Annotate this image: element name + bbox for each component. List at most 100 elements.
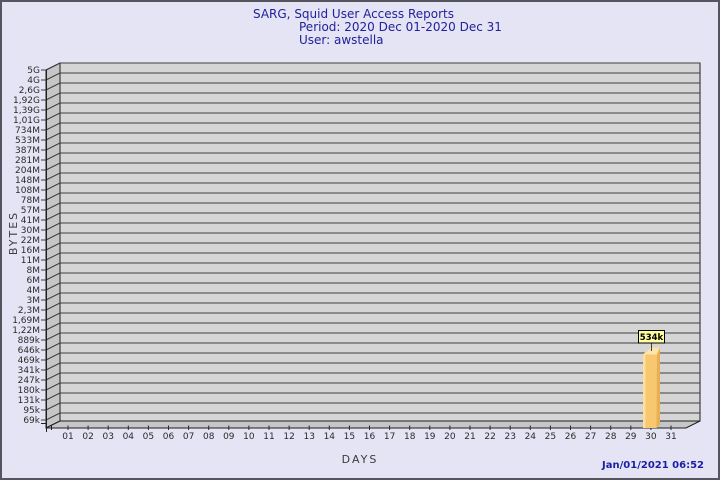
x-tick-label: 25 — [545, 432, 556, 442]
plot-floor — [45, 420, 701, 429]
x-tick-label: 17 — [384, 432, 395, 442]
x-tick-label: 19 — [424, 432, 436, 442]
y-tick-label: 889k — [18, 336, 41, 346]
y-tick-label: 2,6G — [19, 86, 40, 96]
generated-timestamp: Jan/01/2021 06:52 — [601, 460, 704, 471]
y-tick-slant — [45, 392, 61, 401]
bar-left-highlight — [643, 354, 646, 428]
x-tick-label: 27 — [585, 432, 596, 442]
x-tick-label: 05 — [143, 432, 154, 442]
y-tick-slant — [45, 362, 61, 371]
x-tick-label: 14 — [324, 432, 336, 442]
x-tick-label: 12 — [283, 432, 294, 442]
y-tick-slant — [45, 152, 61, 161]
y-tick-label: 8M — [27, 266, 41, 276]
x-tick-label: 28 — [605, 432, 617, 442]
x-tick-label: 26 — [565, 432, 577, 442]
y-tick-label: 204M — [15, 166, 40, 176]
y-tick-label: 469k — [18, 356, 41, 366]
y-tick-slant — [45, 112, 61, 121]
y-tick-slant — [45, 262, 61, 271]
x-tick-label: 15 — [344, 432, 355, 442]
x-tick-label: 13 — [303, 432, 314, 442]
y-tick-slant — [45, 132, 61, 141]
y-tick-label: 4M — [27, 286, 41, 296]
y-tick-label: 180k — [18, 386, 41, 396]
x-tick-label: 10 — [243, 432, 255, 442]
y-tick-label: 95k — [23, 406, 40, 416]
x-tick-label: 08 — [203, 432, 215, 442]
y-tick-slant — [45, 342, 61, 351]
y-tick-slant — [45, 252, 61, 261]
y-tick-label: 5G — [27, 66, 40, 76]
y-tick-label: 11M — [21, 256, 40, 266]
x-tick-label: 22 — [484, 432, 495, 442]
x-tick-label: 24 — [525, 432, 537, 442]
y-tick-slant — [45, 102, 61, 111]
y-tick-slant — [45, 192, 61, 201]
y-tick-slant — [45, 62, 61, 71]
y-tick-label: 131k — [18, 396, 41, 406]
x-tick-label: 29 — [625, 432, 637, 442]
x-tick-label: 18 — [404, 432, 416, 442]
y-tick-label: 108M — [15, 186, 40, 196]
y-tick-label: 646k — [18, 346, 41, 356]
y-tick-label: 78M — [21, 196, 40, 206]
bar-value-text: 534k — [640, 333, 664, 343]
x-tick-label: 31 — [665, 432, 676, 442]
x-tick-label: 01 — [62, 432, 73, 442]
y-tick-label: 1,69M — [12, 316, 40, 326]
x-axis-title: DAYS — [342, 453, 379, 466]
y-tick-label: 341k — [18, 366, 41, 376]
y-tick-label: 1,22M — [12, 326, 40, 336]
x-tick-label: 03 — [102, 432, 113, 442]
y-tick-slant — [45, 82, 61, 91]
plot-area: 5G4G2,6G1,92G1,39G1,01G734M533M387M281M2… — [12, 62, 701, 442]
x-tick-label: 06 — [163, 432, 175, 442]
y-tick-slant — [45, 282, 61, 291]
y-tick-slant — [45, 312, 61, 321]
x-tick-label: 02 — [82, 432, 93, 442]
y-tick-slant — [45, 412, 61, 421]
y-tick-slant — [45, 332, 61, 341]
bar-day-30: 534k — [638, 330, 665, 428]
x-tick-label: 20 — [444, 432, 456, 442]
y-tick-slant — [45, 292, 61, 301]
bar-right-shadow — [656, 347, 660, 428]
y-tick-label: 22M — [21, 236, 40, 246]
x-tick-label: 21 — [464, 432, 475, 442]
y-tick-slant — [45, 182, 61, 191]
chart-period: Period: 2020 Dec 01-2020 Dec 31 — [299, 20, 502, 34]
y-axis-title: BYTES — [7, 211, 20, 255]
y-tick-slant — [45, 382, 61, 391]
chart-user: User: awstella — [299, 33, 384, 47]
bar-front-face — [643, 347, 660, 428]
y-tick-slant — [45, 352, 61, 361]
y-tick-label: 1,39G — [13, 106, 40, 116]
y-tick-label: 69k — [23, 416, 40, 426]
y-tick-slant — [45, 172, 61, 181]
y-tick-slant — [45, 92, 61, 101]
y-tick-slant — [45, 142, 61, 151]
y-tick-slant — [45, 322, 61, 331]
x-tick-label: 30 — [645, 432, 657, 442]
y-tick-slant — [45, 272, 61, 281]
y-tick-label: 41M — [21, 216, 40, 226]
y-tick-slant — [45, 162, 61, 171]
y-tick-label: 734M — [15, 126, 40, 136]
y-tick-label: 3M — [27, 296, 41, 306]
y-tick-label: 57M — [21, 206, 40, 216]
y-tick-label: 1,92G — [13, 96, 40, 106]
chart-title: SARG, Squid User Access Reports — [253, 7, 454, 21]
y-tick-label: 387M — [15, 146, 40, 156]
x-tick-label: 07 — [183, 432, 194, 442]
y-tick-slant — [45, 372, 61, 381]
x-tick-label: 23 — [504, 432, 515, 442]
y-tick-slant — [45, 232, 61, 241]
x-tick-label: 16 — [364, 432, 376, 442]
y-tick-slant — [45, 222, 61, 231]
y-tick-slant — [45, 212, 61, 221]
y-tick-slant — [45, 302, 61, 311]
